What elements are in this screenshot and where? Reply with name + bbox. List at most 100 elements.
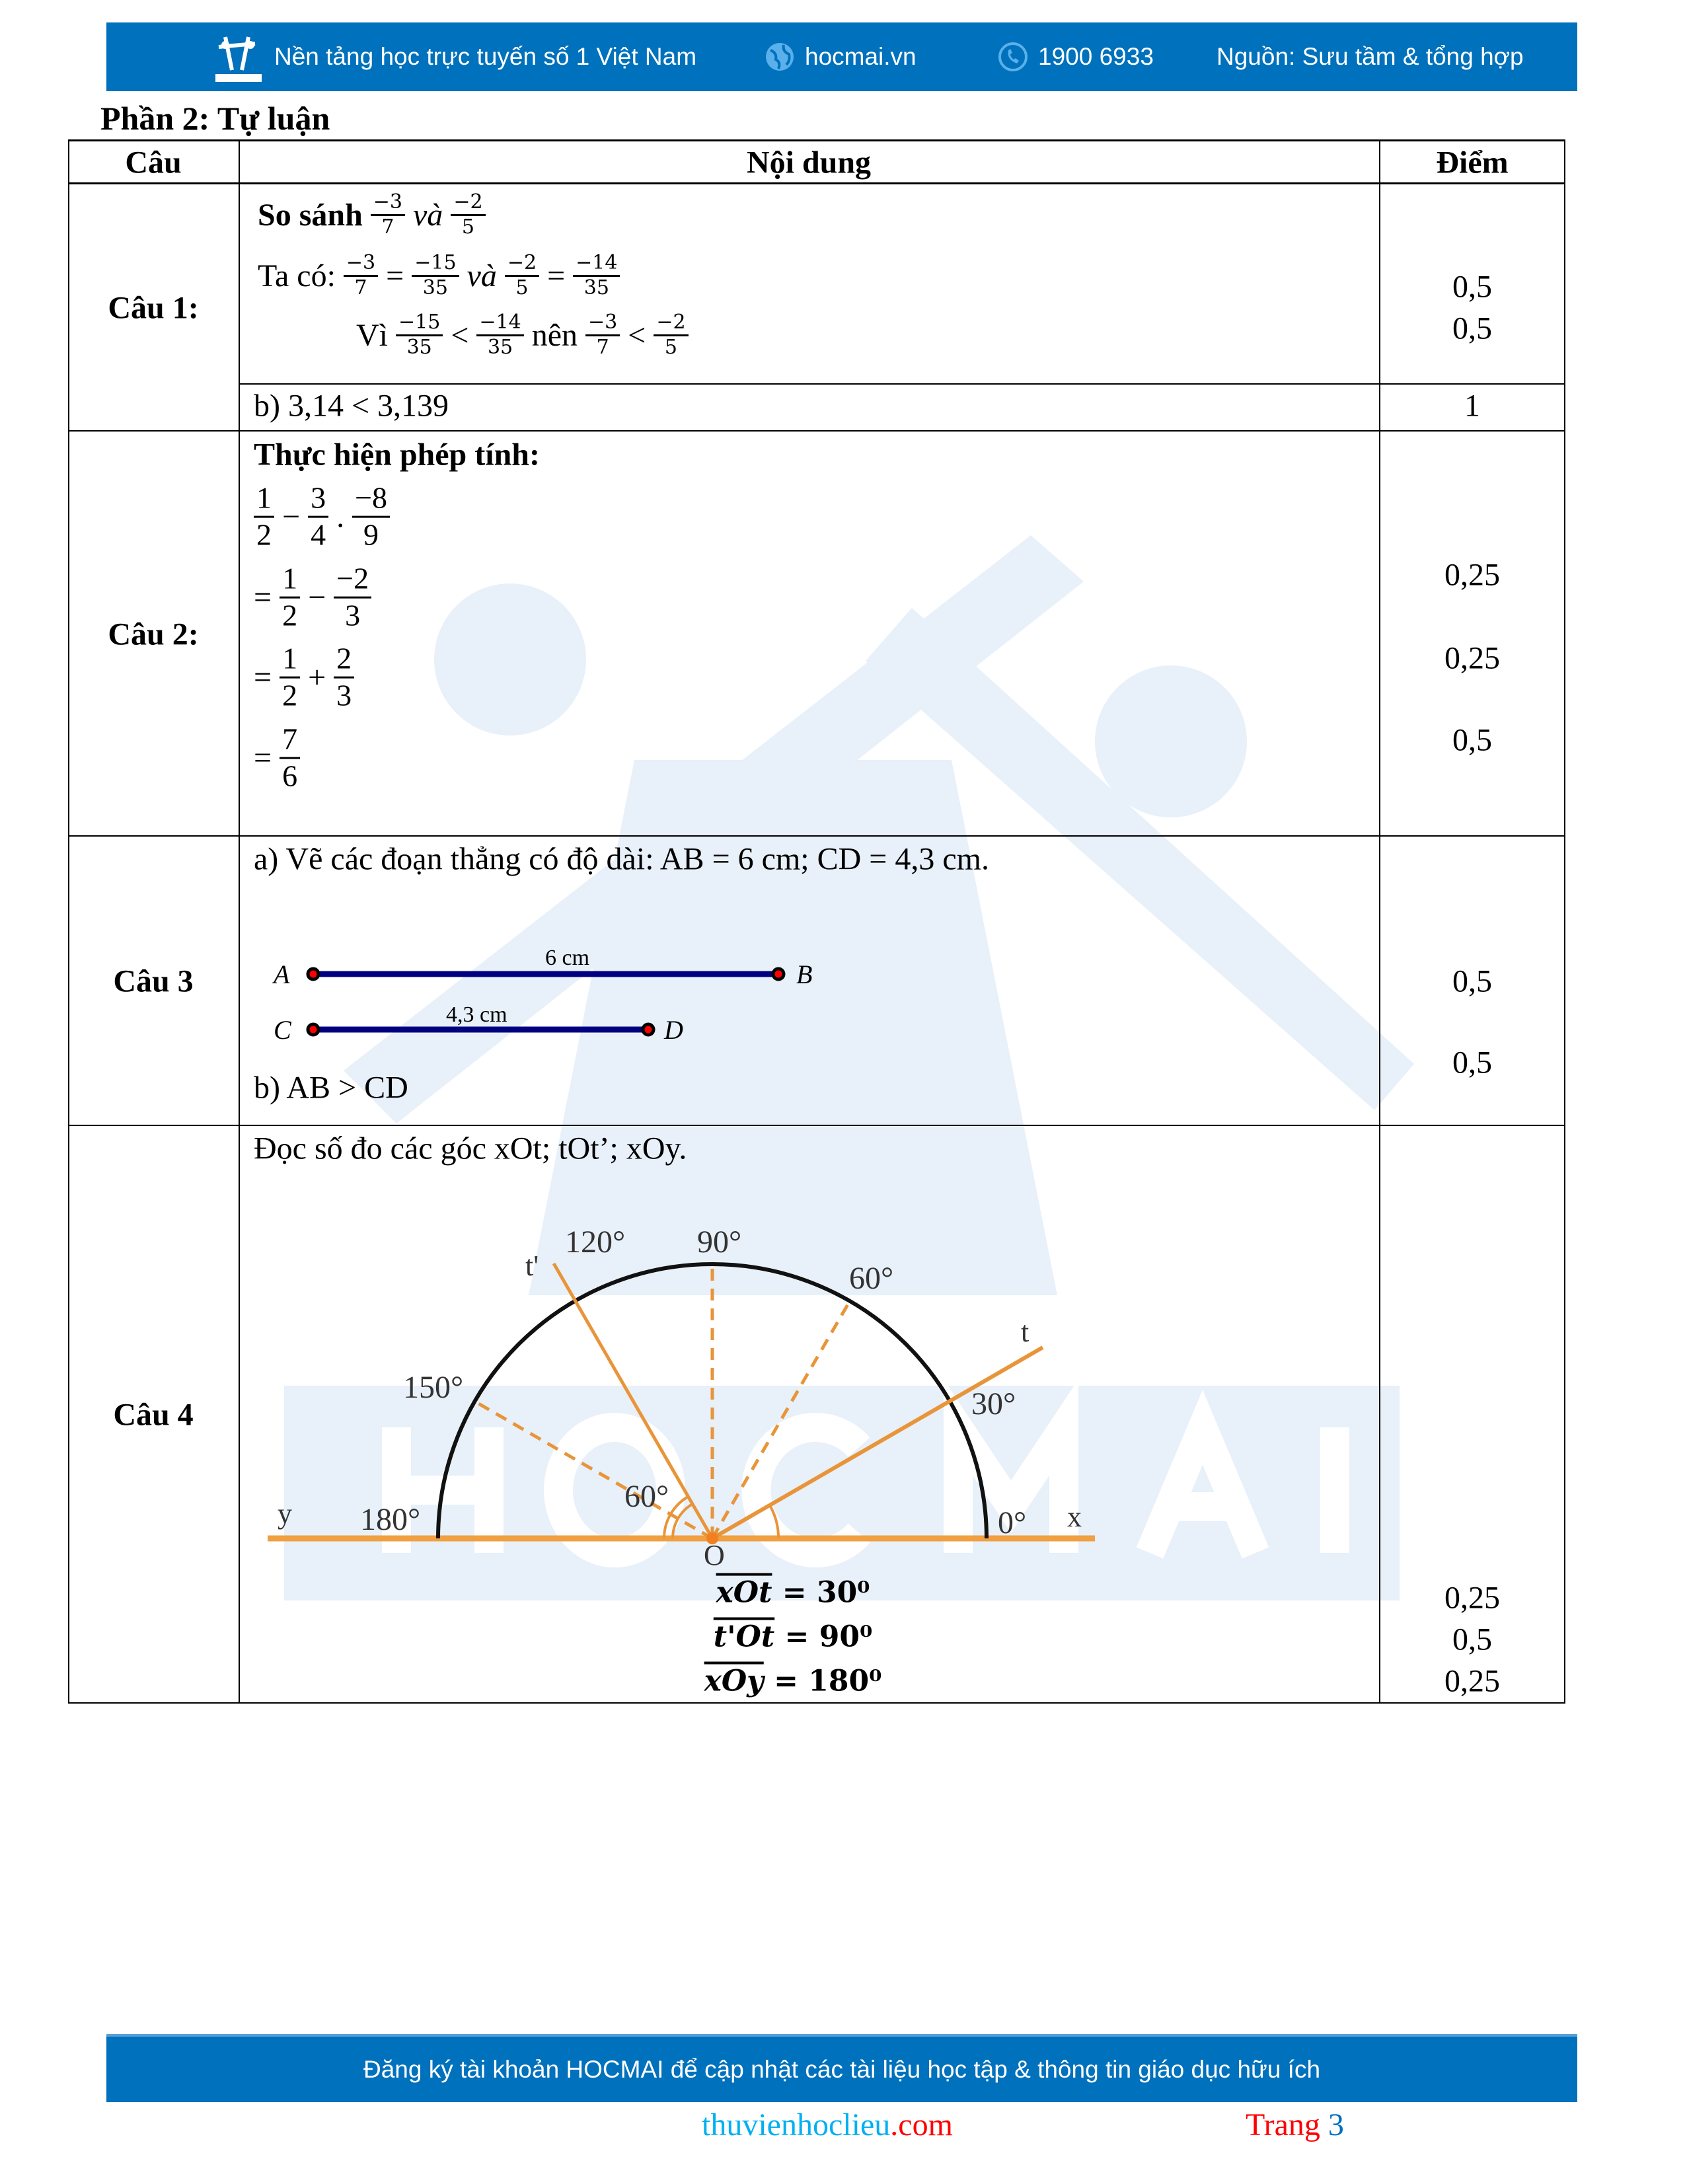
numerator: −8 — [352, 481, 391, 518]
result-xot: xOt = 30⁰ — [716, 1576, 870, 1610]
denominator: 3 — [336, 678, 352, 712]
q2-line: = 7 6 — [250, 722, 304, 794]
q1-b-text: b) 3,14 < 3,139 — [254, 388, 449, 424]
footer-site[interactable]: thuvienhoclieu.com — [702, 2107, 953, 2143]
math-text: = — [547, 258, 566, 293]
math-text: − — [308, 580, 326, 615]
section-title: Phần 2: Tự luận — [100, 100, 330, 137]
fraction: −2 5 — [504, 251, 540, 299]
origin-label: O — [704, 1539, 725, 1566]
point-b — [771, 967, 786, 981]
q3-b-text: b) AB > CD — [254, 1070, 408, 1106]
tick-label-60: 60° — [849, 1261, 893, 1296]
header-slogan: Nền tảng học trực tuyến số 1 Việt Nam — [274, 43, 697, 70]
header-phone-number: 1900 6933 — [1038, 43, 1154, 70]
denominator: 7 — [381, 215, 394, 239]
math-text: + — [308, 659, 326, 695]
table-border — [1379, 139, 1380, 1704]
numerator: −14 — [476, 311, 524, 336]
numerator: −2 — [334, 562, 372, 599]
table-border — [68, 430, 1565, 432]
denominator: 7 — [354, 276, 367, 299]
q2-line: = 1 2− −2 3 — [250, 562, 375, 634]
ray-t — [711, 1345, 1044, 1540]
tick-label-90: 90° — [697, 1224, 741, 1260]
numerator: −2 — [451, 190, 486, 216]
question-label: Câu 2: — [108, 617, 199, 652]
angle-name: xOy — [704, 1664, 764, 1698]
angle-arc-60 — [671, 1503, 694, 1539]
math-text: nên — [531, 317, 578, 353]
label-d: D — [663, 1015, 683, 1045]
label-b: B — [796, 960, 812, 989]
footer-banner[interactable]: Đăng ký tài khoản HOCMAI để cập nhật các… — [106, 2034, 1577, 2102]
q1-line: Ta có: −3 7 = −15 35 và −2 5 = −14 35 — [254, 251, 624, 299]
angle-value: = 30⁰ — [782, 1575, 870, 1610]
table-border — [68, 1702, 1565, 1704]
denominator: 4 — [311, 517, 326, 552]
tick-150 — [474, 1400, 714, 1540]
question-label: Câu 1: — [108, 290, 199, 326]
label-c: C — [274, 1015, 292, 1045]
angle-value: = 180⁰ — [774, 1664, 882, 1698]
fraction: −2 5 — [451, 190, 486, 239]
fraction: −3 7 — [585, 311, 620, 359]
result-tot: t'Ot = 90⁰ — [714, 1620, 872, 1654]
label-6cm: 6 cm — [545, 946, 589, 970]
ray-label-t: t — [1021, 1316, 1029, 1348]
q2-heading: Thực hiện phép tính: — [254, 437, 540, 472]
points: 0,25 — [1444, 1663, 1500, 1699]
numerator: −3 — [370, 190, 405, 216]
denominator: 35 — [487, 335, 513, 359]
point-a — [306, 967, 320, 981]
numerator: 7 — [280, 722, 301, 759]
label-43cm: 4,3 cm — [446, 1002, 507, 1027]
denominator: 3 — [345, 598, 361, 632]
header-noi-dung: Nội dung — [746, 145, 872, 180]
ray-label-y: y — [278, 1497, 292, 1530]
tick-60 — [710, 1300, 852, 1540]
header-website-link[interactable]: hocmai.vn — [764, 22, 917, 91]
numerator: −3 — [343, 251, 379, 277]
math-text: − — [282, 499, 301, 535]
header-phone[interactable]: 1900 6933 — [997, 22, 1154, 91]
math-text: So sánh — [258, 197, 363, 233]
numerator: −15 — [412, 251, 459, 277]
fraction: −3 7 — [370, 190, 405, 239]
table-border — [68, 139, 1565, 141]
math-text: = — [254, 580, 272, 615]
question-label: Câu 4 — [113, 1397, 194, 1433]
header-website: hocmai.vn — [805, 43, 917, 70]
math-text: < — [628, 317, 646, 353]
point-c — [306, 1022, 320, 1037]
math-text: . — [336, 499, 345, 535]
points: 0,5 — [1452, 963, 1492, 999]
table-border — [239, 383, 1565, 385]
numerator: 2 — [334, 642, 355, 679]
math-text: < — [451, 317, 469, 353]
protractor-diagram: 0° 30° 60° 90° 120° 150° 180° 60° x y t … — [268, 1224, 1095, 1566]
math-text: = — [254, 740, 272, 776]
fraction: −2 3 — [334, 562, 372, 634]
page-number: Trang 3 — [1246, 2107, 1344, 2143]
math-text: và — [413, 197, 443, 233]
numerator: 3 — [308, 481, 329, 518]
fraction: −15 35 — [412, 251, 459, 299]
math-text: Vì — [356, 317, 388, 353]
tick-label-180: 180° — [360, 1502, 420, 1537]
points: 0,5 — [1452, 1045, 1492, 1080]
denominator: 7 — [596, 335, 609, 359]
angle-name: t'Ot — [713, 1620, 775, 1654]
header-source: Nguồn: Sưu tầm & tổng hợp — [1217, 22, 1524, 91]
table-border — [68, 835, 1565, 837]
header-bar: Nền tảng học trực tuyến số 1 Việt Nam ho… — [106, 22, 1577, 91]
q1-line: So sánh −3 7 và −2 5 — [254, 190, 490, 239]
q4-prompt: Đọc số đo các góc xOt; tOt’; xOy. — [254, 1131, 687, 1166]
denominator: 2 — [282, 598, 298, 632]
angle-arc-30 — [768, 1505, 780, 1539]
table-border — [68, 139, 69, 1704]
denominator: 35 — [406, 335, 432, 359]
